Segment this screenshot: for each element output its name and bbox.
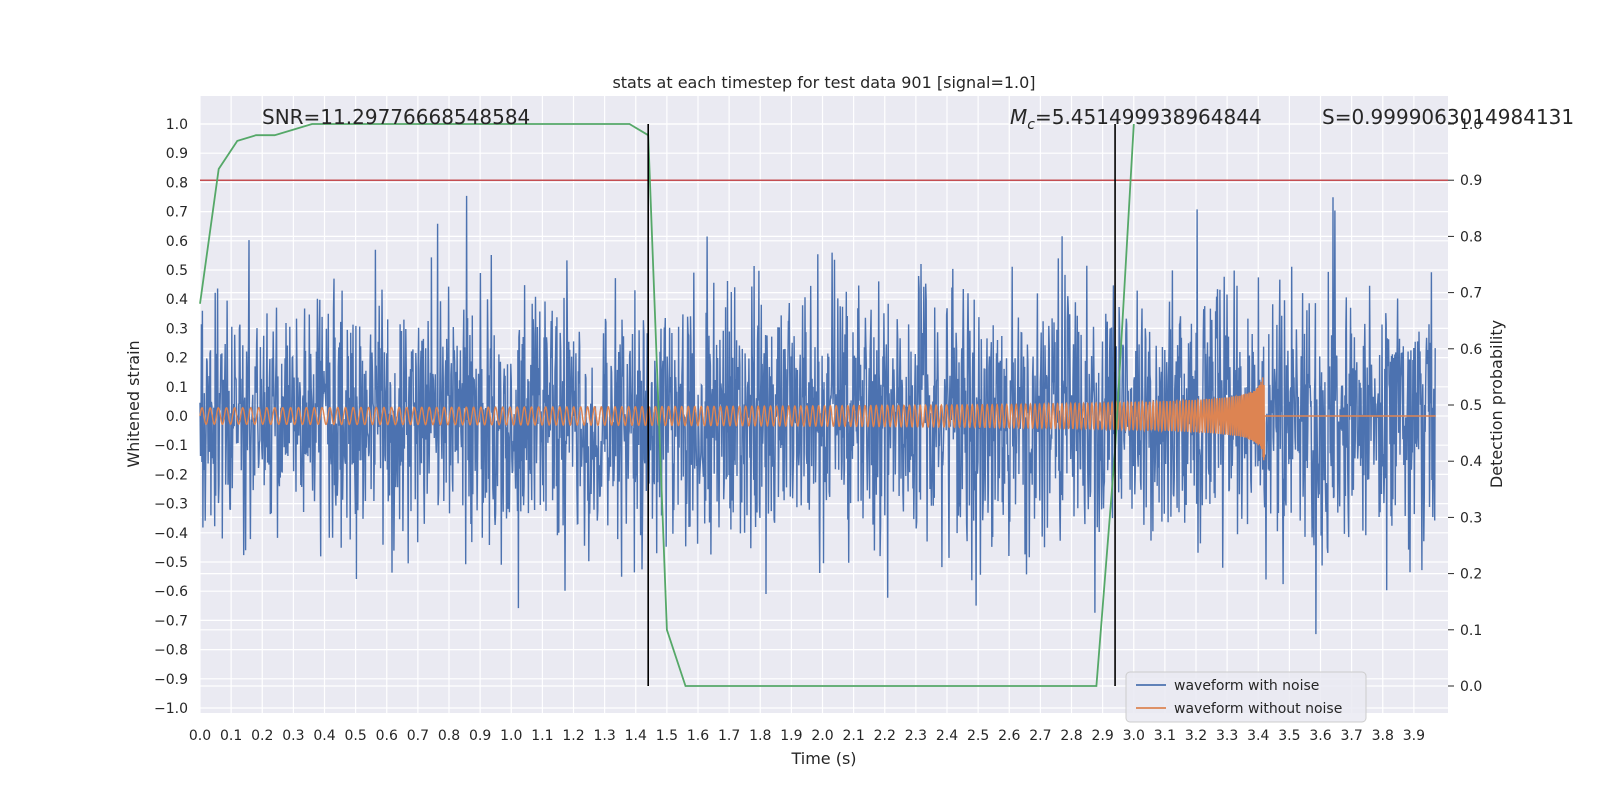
x-tick-label: 0.0 xyxy=(189,728,211,744)
y-tick-label: 0.9 xyxy=(166,146,188,162)
y-tick-label: 0.6 xyxy=(166,234,188,250)
x-tick-label: 3.4 xyxy=(1247,728,1269,744)
y2-tick-label: 0.4 xyxy=(1460,454,1482,470)
x-tick-label: 1.1 xyxy=(531,728,553,744)
text-layer: stats at each timestep for test data 901… xyxy=(124,73,1574,768)
x-tick-label: 2.4 xyxy=(936,728,958,744)
y-tick-label: −0.3 xyxy=(154,497,188,513)
y2-tick-label: 0.1 xyxy=(1460,623,1482,639)
x-axis-label: Time (s) xyxy=(790,749,856,768)
y-tick-label: 1.0 xyxy=(166,117,188,133)
score-annotation: S=0.9999063014984131 xyxy=(1322,105,1574,129)
x-tick-label: 1.6 xyxy=(687,728,709,744)
x-tick-label: 1.7 xyxy=(718,728,740,744)
y-tick-label: −0.2 xyxy=(154,467,188,483)
x-tick-label: 1.2 xyxy=(562,728,584,744)
x-tick-label: 1.3 xyxy=(593,728,615,744)
x-tick-label: 2.0 xyxy=(811,728,833,744)
x-tick-label: 0.9 xyxy=(469,728,491,744)
y-tick-label: 0.3 xyxy=(166,321,188,337)
legend-noisy-label: waveform with noise xyxy=(1174,678,1319,694)
x-tick-label: 3.7 xyxy=(1340,728,1362,744)
x-tick-label: 3.0 xyxy=(1123,728,1145,744)
y-tick-label: 0.2 xyxy=(166,351,188,367)
y-tick-label: −0.5 xyxy=(154,555,188,571)
y-tick-label: −0.8 xyxy=(154,643,188,659)
y-tick-label: −0.7 xyxy=(154,613,188,629)
y2-tick-label: 0.3 xyxy=(1460,510,1482,526)
axes: 0.0 0.1 0.2 0.3 0.4 0.5 0.6 0.7 0.8 0.9 1.0 1.1 1.2 1… xyxy=(154,117,1482,744)
x-tick-label: 0.1 xyxy=(220,728,242,744)
y-tick-label: −0.1 xyxy=(154,438,188,454)
x-tick-label: 0.4 xyxy=(313,728,335,744)
y-tick-label: −0.6 xyxy=(154,584,188,600)
x-tick-label: 1.5 xyxy=(656,728,678,744)
x-tick-label: 3.8 xyxy=(1372,728,1394,744)
y2-tick-label: 1.0 xyxy=(1460,117,1482,133)
y-axis-label: Whitened strain xyxy=(124,340,143,467)
series-layer xyxy=(199,123,1448,687)
y-tick-label: −0.9 xyxy=(154,672,188,688)
chart-title: stats at each timestep for test data 901… xyxy=(612,73,1035,92)
y2-tick-label: 0.5 xyxy=(1460,398,1482,414)
x-tick-label: 0.6 xyxy=(376,728,398,744)
x-tick-label: 2.1 xyxy=(842,728,864,744)
y-tick-label: 0.8 xyxy=(166,175,188,191)
x-tick-label: 3.2 xyxy=(1185,728,1207,744)
snr-annotation: SNR=11.29776668548584 xyxy=(262,105,530,129)
y2-tick-label: 0.7 xyxy=(1460,286,1482,302)
x-tick-label: 0.2 xyxy=(251,728,273,744)
x-tick-label: 3.6 xyxy=(1309,728,1331,744)
x-tick-label: 2.8 xyxy=(1060,728,1082,744)
detection-probability-line xyxy=(199,123,1135,687)
y-tick-label: 0.7 xyxy=(166,205,188,221)
y2-tick-label: 0.9 xyxy=(1460,173,1482,189)
x-tick-label: 0.7 xyxy=(407,728,429,744)
y2-axis-label: Detection probability xyxy=(1487,320,1506,488)
x-tick-label: 1.4 xyxy=(625,728,647,744)
y-tick-label: −1.0 xyxy=(154,701,188,717)
chirp-mass-annotation: Mc=5.451499938964844 xyxy=(1010,105,1262,133)
x-tick-label: 0.3 xyxy=(282,728,304,744)
y-tick-label: 0.0 xyxy=(166,409,188,425)
y2-tick-label: 0.0 xyxy=(1460,679,1482,695)
legend: waveform with noise waveform without nois… xyxy=(1125,671,1367,723)
x-tick-label: 2.6 xyxy=(998,728,1020,744)
y-tick-label: 0.4 xyxy=(166,292,188,308)
y-tick-label: −0.4 xyxy=(154,526,188,542)
x-tick-label: 2.2 xyxy=(874,728,896,744)
legend-box xyxy=(1125,671,1367,723)
x-tick-label: 3.5 xyxy=(1278,728,1300,744)
y2-tick-label: 0.8 xyxy=(1460,229,1482,245)
clean-waveform-line xyxy=(199,377,1436,461)
y-tick-label: 0.1 xyxy=(166,380,188,396)
x-tick-label: 3.1 xyxy=(1154,728,1176,744)
x-tick-label: 0.5 xyxy=(344,728,366,744)
x-tick-label: 1.9 xyxy=(780,728,802,744)
noisy-waveform-line xyxy=(199,195,1436,635)
y2-tick-label: 0.2 xyxy=(1460,567,1482,583)
x-tick-label: 2.9 xyxy=(1091,728,1113,744)
x-tick-label: 2.5 xyxy=(967,728,989,744)
x-tick-label: 3.9 xyxy=(1403,728,1425,744)
x-tick-label: 1.8 xyxy=(749,728,771,744)
x-tick-label: 2.7 xyxy=(1029,728,1051,744)
x-tick-label: 1.0 xyxy=(500,728,522,744)
legend-clean-label: waveform without noise xyxy=(1174,701,1342,717)
x-tick-label: 0.8 xyxy=(438,728,460,744)
y2-tick-label: 0.6 xyxy=(1460,342,1482,358)
x-tick-label: 2.3 xyxy=(905,728,927,744)
y-tick-label: 0.5 xyxy=(166,263,188,279)
x-tick-label: 3.3 xyxy=(1216,728,1238,744)
